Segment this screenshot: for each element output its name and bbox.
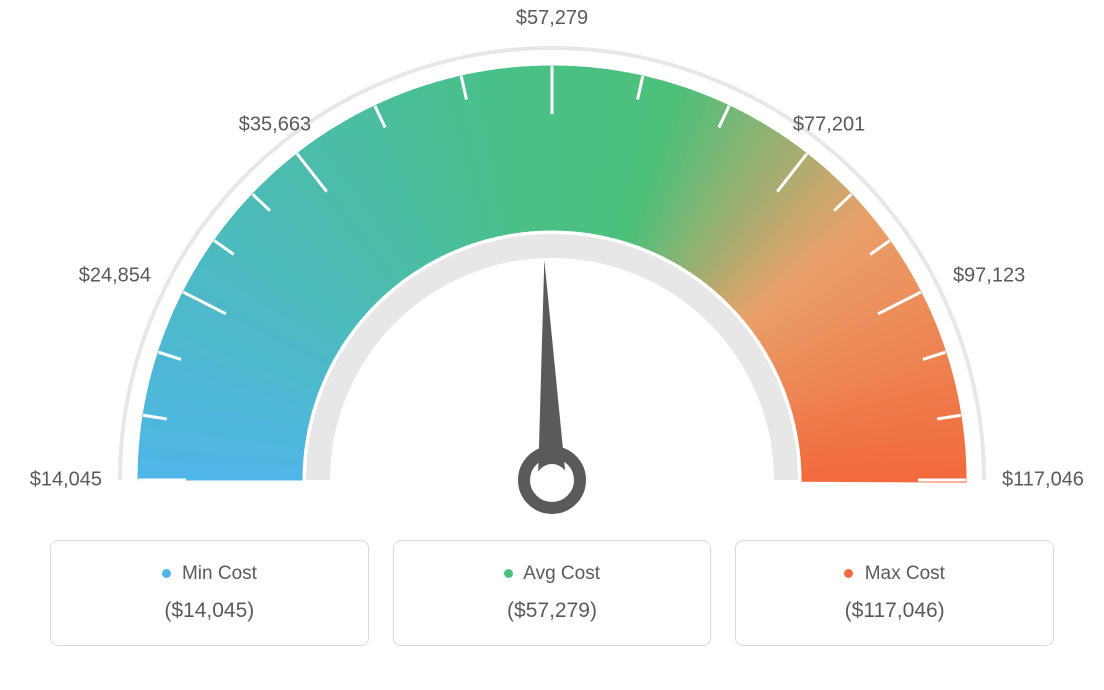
min-cost-label: Min Cost <box>182 563 257 584</box>
gauge-chart: $14,045$24,854$35,663$57,279$77,201$97,1… <box>20 20 1084 530</box>
min-bullet-icon <box>162 569 171 578</box>
gauge-tick-label: $35,663 <box>239 114 311 137</box>
min-cost-value: ($14,045) <box>61 599 358 623</box>
avg-cost-card: Avg Cost ($57,279) <box>393 540 712 646</box>
max-bullet-icon <box>844 569 853 578</box>
gauge-tick-label: $77,201 <box>793 114 865 137</box>
summary-cards: Min Cost ($14,045) Avg Cost ($57,279) Ma… <box>20 540 1084 646</box>
avg-bullet-icon <box>504 569 513 578</box>
gauge-tick-label: $24,854 <box>79 264 151 287</box>
gauge-tick-label: $57,279 <box>516 7 588 30</box>
max-cost-title: Max Cost <box>746 563 1043 585</box>
avg-cost-title: Avg Cost <box>404 563 701 585</box>
gauge-tick-label: $117,046 <box>1002 469 1084 492</box>
avg-cost-value: ($57,279) <box>404 599 701 623</box>
min-cost-card: Min Cost ($14,045) <box>50 540 369 646</box>
gauge-svg <box>20 20 1084 530</box>
max-cost-label: Max Cost <box>865 563 945 584</box>
max-cost-card: Max Cost ($117,046) <box>735 540 1054 646</box>
max-cost-value: ($117,046) <box>746 599 1043 623</box>
min-cost-title: Min Cost <box>61 563 358 585</box>
gauge-tick-label: $97,123 <box>953 264 1025 287</box>
gauge-tick-label: $14,045 <box>30 469 102 492</box>
avg-cost-label: Avg Cost <box>523 563 600 584</box>
